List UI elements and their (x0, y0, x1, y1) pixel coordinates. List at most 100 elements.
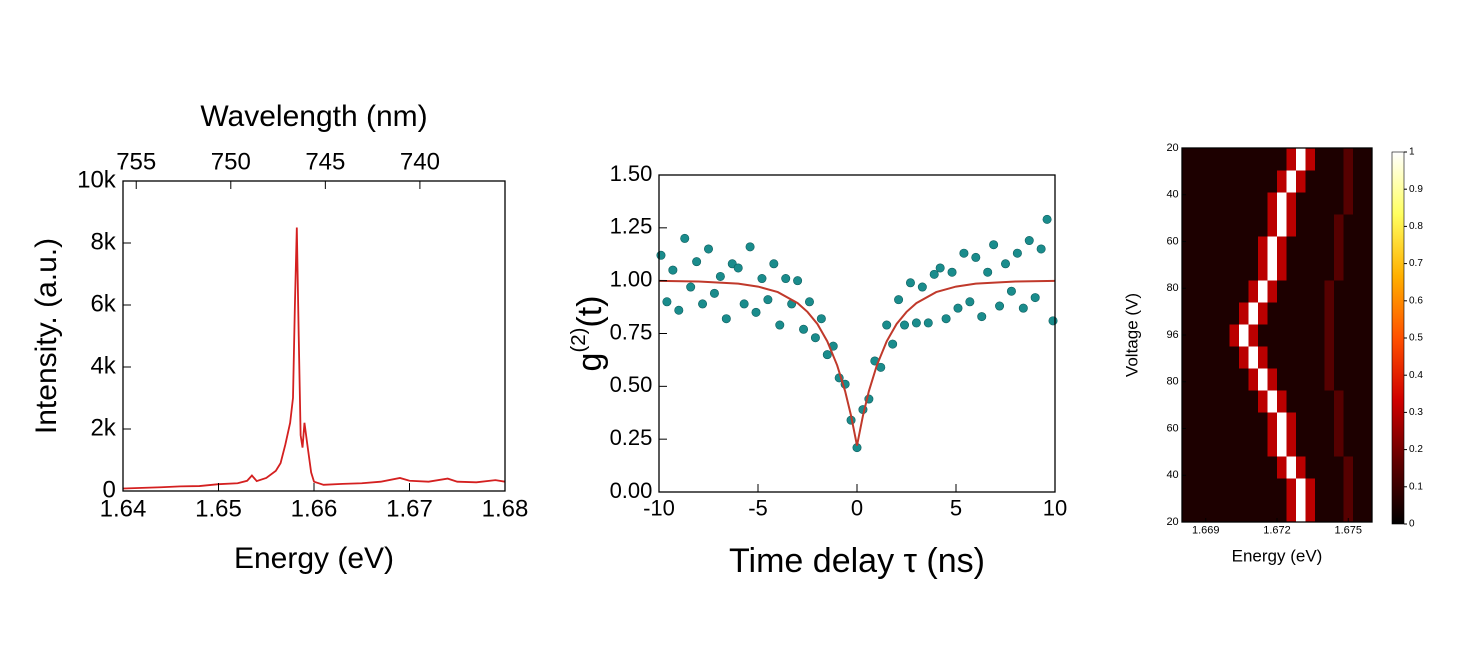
heatmap-cell (1258, 214, 1268, 237)
heatmap-cell (1286, 192, 1297, 215)
heatmap-cell (1296, 390, 1306, 413)
colorbar-tick-label: 0.5 (1409, 333, 1423, 344)
scatter-point (1030, 293, 1040, 303)
heatmap-cell (1248, 324, 1259, 347)
scatter-point (894, 295, 904, 305)
y-tick-label: 60 (1166, 235, 1178, 247)
heatmap-cell (1353, 324, 1363, 347)
heatmap-cell (1305, 170, 1316, 193)
y-label-sup: (2) (568, 328, 590, 353)
heatmap-cell (1296, 500, 1306, 523)
scatter-point (668, 265, 678, 275)
fit-line (658, 279, 1056, 446)
scatter-point (1000, 259, 1010, 269)
heatmap-cell (1362, 148, 1373, 171)
scatter-point (757, 274, 767, 284)
heatmap-cell (1305, 324, 1316, 347)
heatmap-cell (1191, 170, 1202, 193)
heatmap-cell (1296, 236, 1306, 259)
heatmap-cell (1258, 302, 1268, 325)
heatmap-cell (1305, 390, 1316, 413)
heatmap-cell (1220, 346, 1230, 369)
heatmap-cell (1191, 148, 1202, 171)
heatmap-cell (1220, 478, 1230, 501)
heatmap-cell (1229, 434, 1240, 457)
heatmap-cell (1191, 280, 1202, 303)
heatmap-cell (1353, 192, 1363, 215)
heatmap-cell (1267, 192, 1278, 215)
heatmap-cell (1191, 192, 1202, 215)
heatmap-cell (1362, 302, 1373, 325)
heatmap-cell (1191, 236, 1202, 259)
scatter-point (947, 267, 957, 277)
heatmap-cell (1343, 324, 1354, 347)
heatmap-cell (1305, 434, 1316, 457)
heatmap-cell (1353, 258, 1363, 281)
heatmap-cell (1239, 192, 1249, 215)
heatmap-cell (1296, 456, 1306, 479)
heatmap-cell (1305, 192, 1316, 215)
heatmap-cell (1210, 434, 1221, 457)
heatmap-cell (1258, 390, 1268, 413)
heatmap-cell (1296, 302, 1306, 325)
heatmap-cell (1324, 280, 1335, 303)
x-tick-label: 1.67 (386, 496, 433, 523)
heatmap-cell (1191, 368, 1202, 391)
heatmap-cell (1353, 302, 1363, 325)
heatmap-cell (1239, 478, 1249, 501)
scatter-point (965, 297, 975, 307)
x2-tick-label: 745 (305, 148, 345, 175)
heatmap-cell (1191, 302, 1202, 325)
heatmap-cell (1201, 192, 1211, 215)
heatmap-cell (1353, 170, 1363, 193)
scatter-point (769, 259, 779, 269)
heatmap-cell (1315, 236, 1325, 259)
heatmap-cell (1353, 214, 1363, 237)
heatmap-cell (1267, 214, 1278, 237)
y-axis-label: Intensity. (a.u.) (30, 238, 63, 434)
heatmap-cell (1191, 258, 1202, 281)
heatmap-cell (1334, 368, 1344, 391)
spectrum-line (122, 227, 506, 490)
heatmap-cell (1315, 456, 1325, 479)
heatmap-cell (1277, 236, 1287, 259)
y-tick-label: 0.50 (610, 372, 653, 397)
y-tick-label: 20 (1166, 142, 1178, 154)
x-tick-label: -5 (748, 495, 768, 520)
heatmap-cell (1267, 412, 1278, 435)
heatmap-cell (1286, 390, 1297, 413)
heatmap-cell (1286, 478, 1297, 501)
x-axis-label: Time delay τ (ns) (729, 542, 985, 580)
heatmap-cell (1362, 390, 1373, 413)
scatter-point (709, 288, 719, 298)
heatmap-cell (1362, 170, 1373, 193)
scatter-point (804, 297, 814, 307)
heatmap-cell (1258, 170, 1268, 193)
heatmap-cell (1334, 170, 1344, 193)
heatmap-cell (1182, 368, 1192, 391)
heatmap-cell (1277, 280, 1287, 303)
heatmap-cell (1239, 500, 1249, 523)
heatmap-cell (1201, 368, 1211, 391)
heatmap-cell (1267, 170, 1278, 193)
scatter-point (953, 303, 963, 313)
heatmap-cell (1343, 346, 1354, 369)
heatmap-cell (1305, 368, 1316, 391)
heatmap-cell (1229, 192, 1240, 215)
scatter-point (917, 282, 927, 292)
heatmap-cell (1248, 192, 1259, 215)
heatmap-cell (1191, 456, 1202, 479)
heatmap-cell (1267, 500, 1278, 523)
heatmap-cell (1362, 346, 1373, 369)
top-axis-title: Wavelength (nm) (200, 100, 427, 133)
heatmap-cell (1220, 192, 1230, 215)
heatmap-cell (1315, 478, 1325, 501)
heatmap-cell (1229, 346, 1240, 369)
scatter-point (698, 299, 708, 309)
heatmap-cell (1324, 390, 1335, 413)
heatmap-cell (1305, 456, 1316, 479)
heatmap-cell (1334, 148, 1344, 171)
heatmap-cell (1248, 258, 1259, 281)
scatter-point (911, 318, 921, 328)
heatmap-cell (1229, 280, 1240, 303)
